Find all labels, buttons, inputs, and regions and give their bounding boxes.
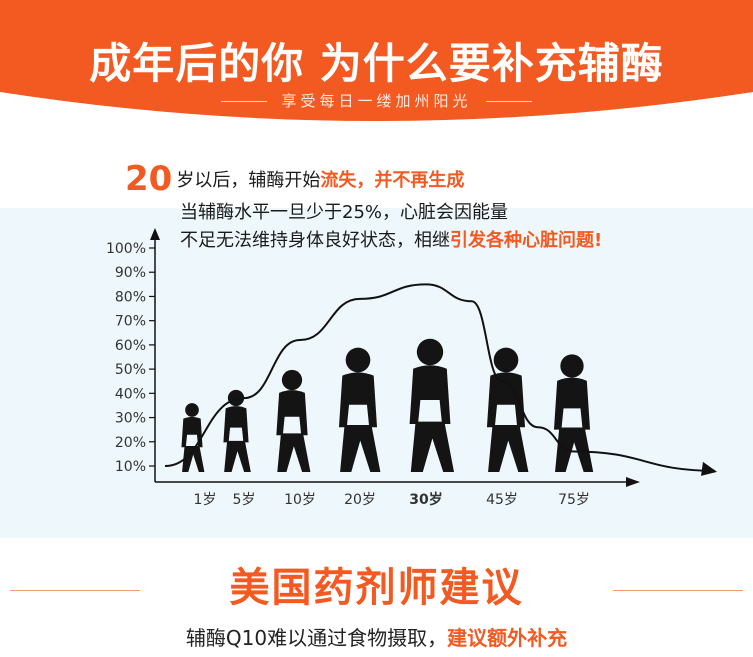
boy-silhouette — [276, 369, 311, 472]
y-axis-arrow — [150, 228, 160, 240]
advice-text-a: 辅酶Q10难以通过食物摄取， — [185, 626, 448, 650]
toddler-silhouette — [181, 403, 205, 472]
y-tick-label: 30% — [115, 411, 146, 427]
middle-aged-silhouette — [486, 347, 529, 472]
header-banner: 成年后的你 为什么要补充辅酶 享受每日一缕加州阳光 — [0, 0, 753, 135]
intro-line-3b: 引发各种心脏问题! — [450, 230, 603, 251]
x-tick-labels: 1岁 5岁 10岁 20岁 30岁 45岁 75岁 — [194, 491, 590, 508]
advice-rule-left — [10, 590, 140, 591]
chart-axes — [150, 228, 640, 487]
intro-line-1b: 流失，并不再生成 — [320, 170, 465, 191]
y-tick-label: 20% — [115, 435, 146, 451]
subtitle-rule-right — [485, 101, 532, 102]
x-tick-label: 75岁 — [558, 492, 590, 508]
x-tick-label: 30岁 — [409, 491, 442, 508]
advice-text: 辅酶Q10难以通过食物摄取，建议额外补充 — [0, 622, 753, 651]
y-tick-labels: 100% 90% 80% 70% 60% 50% 40% 30% 20% 10% — [106, 241, 155, 475]
page-title: 成年后的你 为什么要补充辅酶 — [89, 39, 664, 88]
curve-arrowhead — [701, 461, 717, 476]
advice-rule-right — [613, 590, 743, 591]
adult-silhouette — [409, 338, 454, 472]
intro-line-1a: 岁以后，辅酶开始 — [176, 170, 321, 191]
x-tick-label: 1岁 — [194, 492, 217, 508]
x-axis-arrow — [626, 477, 640, 487]
y-tick-label: 100% — [106, 241, 146, 257]
intro-line-3: 不足无法维持身体良好状态，相继引发各种心脏问题! — [180, 227, 602, 255]
banner-shape — [0, 0, 753, 121]
age-chart: 100% 90% 80% 70% 60% 50% 40% 30% 20% 10% 1岁 5岁 10岁 2… — [106, 228, 717, 508]
x-tick-label: 10岁 — [284, 492, 316, 508]
subtitle-rule-left — [221, 101, 268, 102]
intro-line-3a: 不足无法维持身体良好状态，相继 — [180, 230, 450, 251]
x-tick-label: 20岁 — [344, 492, 376, 508]
intro-line-2: 当辅酶水平一旦少于25%，心脏会因能量 — [180, 202, 509, 223]
y-tick-label: 40% — [115, 386, 146, 402]
elder-silhouette — [553, 354, 594, 472]
subtitle-text: 享受每日一缕加州阳光 — [281, 92, 472, 110]
y-tick-label: 50% — [115, 362, 146, 378]
child-silhouette — [223, 389, 251, 472]
y-tick-label: 80% — [115, 289, 146, 305]
intro-number: 20 — [125, 159, 173, 199]
page-subtitle: 享受每日一缕加州阳光 — [0, 90, 753, 111]
y-tick-label: 70% — [115, 314, 146, 330]
x-tick-label: 45岁 — [486, 492, 518, 508]
level-curve — [164, 283, 716, 472]
intro-line-1: 20 岁以后，辅酶开始流失，并不再生成 — [125, 162, 465, 196]
silhouette-group — [181, 338, 594, 472]
advice-title: 美国药剂师建议 — [229, 565, 524, 611]
advice-text-b: 建议额外补充 — [447, 626, 568, 650]
y-tick-label: 60% — [115, 338, 146, 354]
teen-silhouette — [338, 347, 381, 472]
y-tick-label: 10% — [115, 459, 146, 475]
y-tick-label: 90% — [115, 265, 146, 281]
x-tick-label: 5岁 — [233, 492, 256, 508]
